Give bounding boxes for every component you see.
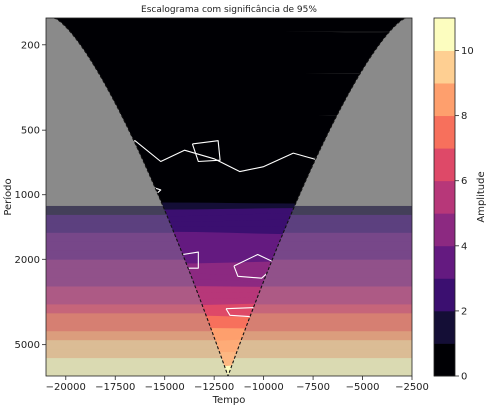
colorbar-tick-label: 4 — [461, 241, 467, 252]
x-tick-label: −12500 — [194, 382, 234, 393]
colorbar-ticks: 0 2 4 6 8 10 — [455, 46, 474, 383]
heatmap-band — [54, 93, 406, 104]
colorbar-tick-label: 8 — [461, 111, 467, 122]
colorbar-frame — [433, 17, 456, 377]
x-tick-label: −10000 — [244, 382, 284, 393]
colorbar-segment — [434, 180, 455, 214]
colorbar-segment — [434, 343, 455, 377]
cone-of-influence-line — [53, 18, 407, 376]
x-tick-label: −5000 — [346, 382, 380, 393]
colorbar-label: Amplitude — [476, 171, 487, 222]
heatmap-band — [54, 52, 406, 62]
colorbar: 0 2 4 6 8 10 Amplitude — [433, 17, 487, 383]
y-tick-label: 2000 — [15, 255, 40, 266]
x-tick-label: −2500 — [395, 382, 429, 393]
colorbar-segment — [434, 278, 455, 312]
y-tick-label: 5000 — [15, 340, 40, 351]
colorbar-segment — [434, 213, 455, 247]
x-tick-label: −7500 — [296, 382, 330, 393]
x-tick-label: −15000 — [145, 382, 185, 393]
plot-area — [45, 17, 413, 377]
y-tick-label: 500 — [21, 126, 40, 137]
colorbar-segment — [434, 18, 455, 51]
x-tick-label: −20000 — [46, 382, 86, 393]
colorbar-segment — [434, 50, 455, 84]
colorbar-segment — [434, 148, 455, 182]
colorbar-tick-label: 10 — [461, 46, 474, 57]
significance-contour — [191, 140, 221, 163]
x-axis-label: Tempo — [212, 395, 246, 406]
x-axis: −20000 −17500 −15000 −12500 −10000 −7500 −5000… — [46, 376, 429, 393]
colorbar-segment — [434, 310, 455, 344]
colorbar-segments — [434, 18, 455, 377]
y-axis-label: Período — [2, 178, 14, 215]
colorbar-segment — [434, 245, 455, 279]
y-tick-label: 200 — [21, 40, 40, 51]
y-axis: 200 500 1000 2000 5000 — [15, 40, 46, 351]
colorbar-tick-label: 0 — [461, 372, 467, 383]
colorbar-tick-label: 6 — [461, 176, 467, 187]
chart-title: Escalograma com significância de 95% — [141, 5, 317, 15]
colorbar-segment — [434, 115, 455, 149]
x-tick-label: −17500 — [95, 382, 135, 393]
y-tick-label: 1000 — [15, 190, 40, 201]
colorbar-segment — [434, 83, 455, 117]
colorbar-tick-label: 2 — [461, 306, 467, 317]
plot-frame — [45, 17, 413, 377]
